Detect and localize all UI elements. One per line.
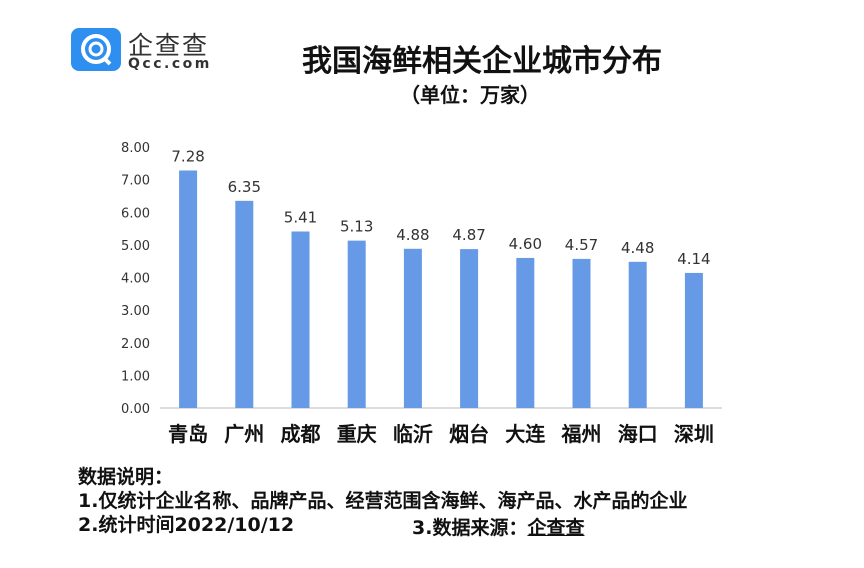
data-label: 4.48 bbox=[621, 239, 654, 257]
x-tick-label: 烟台 bbox=[449, 422, 489, 446]
bar bbox=[572, 258, 591, 408]
data-label: 5.13 bbox=[340, 218, 373, 236]
data-label: 4.88 bbox=[396, 226, 429, 244]
data-label: 4.14 bbox=[677, 250, 710, 268]
notes-line-3: 3.数据来源：企查查 bbox=[412, 513, 584, 540]
logo-domain: Qcc.com bbox=[128, 56, 212, 72]
chart-title: 我国海鲜相关企业城市分布 bbox=[302, 44, 662, 79]
data-label: 7.28 bbox=[171, 147, 204, 165]
y-tick-label: 6.00 bbox=[121, 206, 150, 221]
bar bbox=[179, 170, 198, 408]
qcc-logo-icon bbox=[71, 28, 121, 71]
y-tick-label: 7.00 bbox=[121, 174, 150, 189]
x-tick-label: 海口 bbox=[618, 422, 658, 446]
y-tick-label: 8.00 bbox=[121, 141, 150, 156]
y-tick-label: 0.00 bbox=[121, 402, 150, 417]
y-tick-label: 3.00 bbox=[121, 304, 150, 319]
notes-line-1: 1.仅统计企业名称、品牌产品、经营范围含海鲜、海产品、水产品的企业 bbox=[78, 490, 688, 512]
y-tick-label: 4.00 bbox=[121, 272, 150, 287]
source-prefix: 3.数据来源： bbox=[412, 517, 528, 539]
data-label: 4.57 bbox=[565, 236, 598, 254]
y-tick-label: 5.00 bbox=[121, 239, 150, 254]
y-tick-label: 2.00 bbox=[121, 337, 150, 352]
bar bbox=[403, 248, 422, 408]
data-label: 4.87 bbox=[452, 226, 485, 244]
bar bbox=[684, 272, 703, 408]
bar bbox=[347, 240, 366, 408]
source-name: 企查查 bbox=[527, 517, 585, 539]
x-tick-label: 福州 bbox=[561, 422, 602, 446]
data-label: 5.41 bbox=[284, 208, 317, 226]
y-tick-label: 1.00 bbox=[121, 369, 150, 384]
notes: 数据说明： 1.仅统计企业名称、品牌产品、经营范围含海鲜、海产品、水产品的企业 … bbox=[78, 465, 687, 537]
x-tick-label: 重庆 bbox=[337, 422, 377, 446]
data-label: 6.35 bbox=[228, 178, 261, 196]
x-tick-label: 成都 bbox=[281, 422, 321, 446]
bar bbox=[516, 257, 535, 408]
data-label: 4.60 bbox=[509, 235, 542, 253]
x-tick-label: 临沂 bbox=[393, 422, 433, 446]
notes-heading: 数据说明： bbox=[78, 466, 174, 488]
x-tick-label: 青岛 bbox=[168, 422, 208, 446]
x-tick-label: 大连 bbox=[505, 422, 546, 446]
bar bbox=[235, 200, 254, 408]
logo-name: 企查查 bbox=[128, 31, 210, 60]
chart-subtitle: （单位：万家） bbox=[400, 83, 540, 107]
bar bbox=[628, 261, 647, 408]
x-tick-label: 深圳 bbox=[674, 422, 714, 446]
bar bbox=[291, 231, 310, 408]
bar bbox=[460, 249, 479, 408]
x-tick-label: 广州 bbox=[224, 422, 264, 446]
notes-line-2: 2.统计时间2022/10/12 bbox=[78, 514, 295, 536]
